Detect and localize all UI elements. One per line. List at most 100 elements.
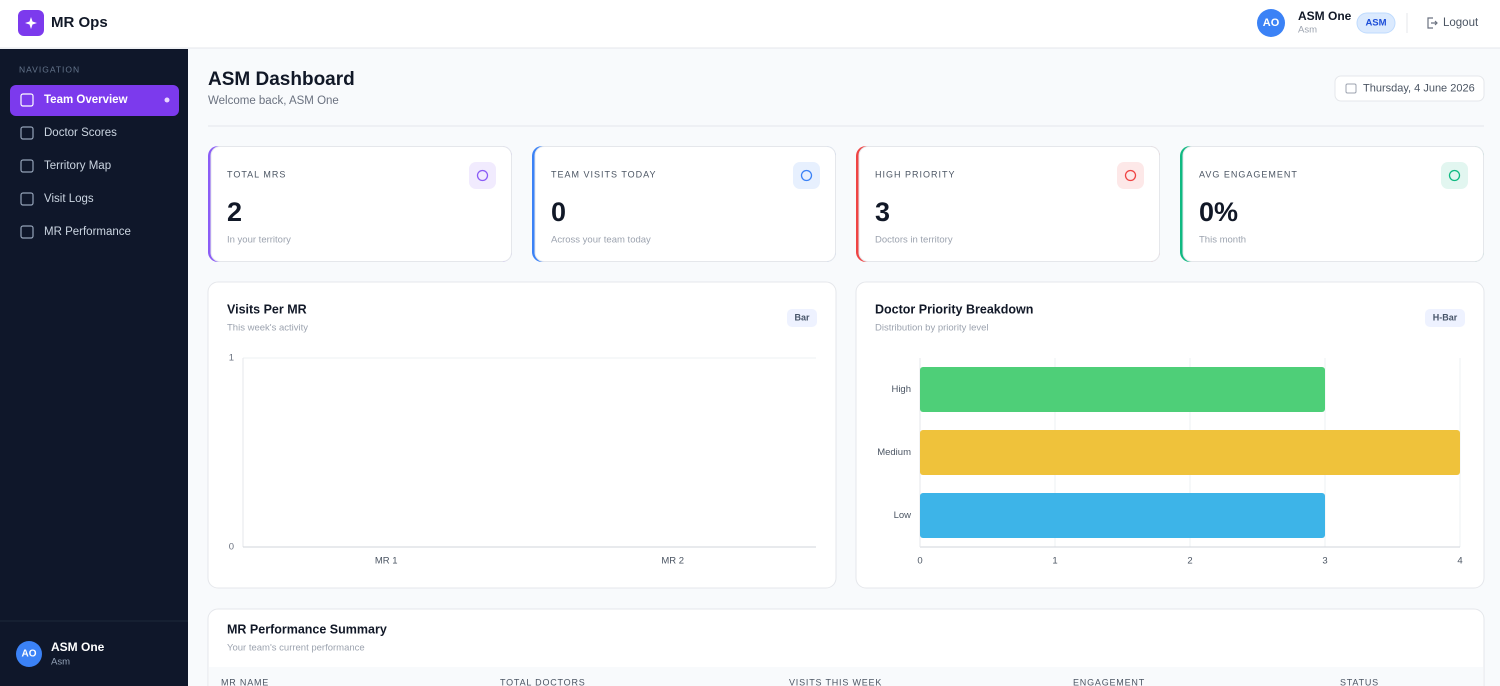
x-tick-label: 0 [917,556,922,567]
stat-label: HIGH PRIORITY [875,169,956,179]
logo-icon [25,17,37,29]
chart-title: Visits Per MR [227,302,307,316]
stat-icon-box [1117,162,1144,189]
nav-item[interactable]: Territory Map [20,159,111,173]
stat-label: AVG ENGAGEMENT [1199,169,1298,179]
sidebar [0,49,188,686]
stat-icon-box [1441,162,1468,189]
user-role: Asm [1298,25,1317,36]
column-header: MR NAME [221,677,269,686]
x-tick-label: 1 [1052,556,1057,567]
stat-value: 0 [551,197,566,227]
stat-card: TOTAL MRS 2 In your territory [208,146,512,262]
user-name: ASM One [1298,9,1352,23]
chart-card: Visits Per MR This week's activity Bar 0 1 MR… [207,281,837,589]
chart-card: Doctor Priority Breakdown Distribution by… [855,281,1485,589]
x-tick-label: 2 [1187,556,1192,567]
nav-icon [20,126,34,140]
bar [920,493,1325,538]
x-tick-label: MR 2 [661,556,684,567]
chart-subtitle: Distribution by priority level [875,323,989,334]
y-tick-label: 0 [229,542,234,553]
nav-item[interactable]: Team Overview [10,85,179,116]
stat-note: Across your team today [551,235,651,246]
y-tick-label: Low [894,510,912,521]
sidebar-avatar [16,641,42,667]
avatar-initials: AO [1263,17,1280,29]
chart-badge [787,309,817,327]
stat-value: 3 [875,197,890,227]
nav-label[interactable]: Doctor Scores [44,127,117,139]
column-header: VISITS THIS WEEK [789,677,882,686]
stat-note: This month [1199,235,1246,246]
logout-text[interactable]: Logout [1443,17,1479,29]
stat-value: 0% [1199,197,1238,227]
table-title: MR Performance Summary [227,622,387,636]
stat-label: TEAM VISITS TODAY [551,169,657,179]
nav-section: NAVIGATION [19,64,80,74]
role-badge [1356,12,1396,34]
stat-icon-box [469,162,496,189]
stat-icon-box [793,162,820,189]
chart-title: Doctor Priority Breakdown [875,302,1033,316]
stat-value: 2 [227,197,242,227]
nav-icon [20,225,34,239]
column-header: TOTAL DOCTORS [500,677,586,686]
nav-label[interactable]: MR Performance [44,226,131,238]
active-dot [164,97,170,103]
sidebar-initials: AO [22,649,37,660]
nav-icon [20,192,34,206]
table-header-row [209,667,1483,686]
column-header: ENGAGEMENT [1073,677,1145,686]
column-header: STATUS [1340,677,1379,686]
stat-card: HIGH PRIORITY 3 Doctors in territory [856,146,1160,262]
nav-icon [20,159,34,173]
nav-item-active-bg [10,85,179,116]
stat-card-body [858,146,1160,262]
nav-item[interactable]: Doctor Scores [20,126,117,140]
y-tick-label: 1 [229,353,234,364]
stat-icon [1124,169,1137,182]
calendar-icon [1345,83,1357,94]
sidebar-user-name: ASM One [51,640,105,654]
logout-button[interactable]: Logout [1427,17,1479,29]
bar [920,367,1325,412]
user-avatar[interactable] [1257,9,1285,37]
brand: MR Ops [51,14,108,31]
chart-badge [1425,309,1465,327]
stat-note: In your territory [227,235,291,246]
date: Thursday, 4 June 2026 [1363,82,1475,94]
page-subtitle: Welcome back, ASM One [208,95,339,107]
x-tick-label: MR 1 [375,556,398,567]
logout-icon [1427,17,1438,29]
stat-note: Doctors in territory [875,235,953,246]
nav-item[interactable]: MR Performance [20,225,131,239]
y-tick-label: High [891,384,911,395]
table-card [207,608,1485,686]
page-title: ASM Dashboard [208,69,355,90]
chart-badge-text: Bar [794,312,810,322]
nav-label[interactable]: Visit Logs [44,193,94,205]
stat-card-body [210,146,512,262]
stat-card-body [1182,146,1484,262]
nav-label[interactable]: Territory Map [44,160,111,172]
chart-badge-text: H-Bar [1433,312,1458,322]
stat-card: AVG ENGAGEMENT 0% This month [1180,146,1484,262]
y-tick-label: Medium [877,447,911,458]
nav-label[interactable]: Team Overview [44,94,128,106]
stat-label: TOTAL MRS [227,169,286,179]
sidebar-user-role: Asm [51,657,70,668]
stat-card-body [534,146,836,262]
date-box [1334,75,1485,102]
role-badge-text: ASM [1365,18,1386,29]
stat-icon [1448,169,1461,182]
table-subtitle: Your team's current performance [227,643,365,654]
bar [920,430,1460,475]
nav-icon [20,93,34,107]
stat-card: TEAM VISITS TODAY 0 Across your team today [532,146,836,262]
nav-item[interactable]: Visit Logs [20,192,94,206]
stat-icon [476,169,489,182]
chart-subtitle: This week's activity [227,323,308,334]
